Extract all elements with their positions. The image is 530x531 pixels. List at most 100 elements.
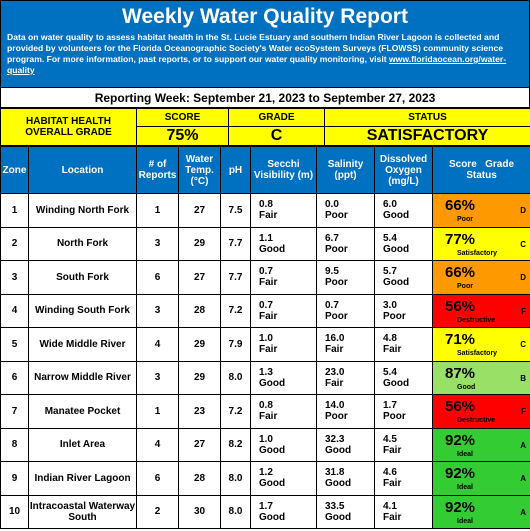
zone: 5 bbox=[0, 327, 29, 362]
location: Intracoastal Waterway South bbox=[28, 494, 137, 529]
oxygen-status: Fair bbox=[383, 344, 402, 356]
secchi-status: Good bbox=[259, 377, 286, 389]
oxygen-status: Poor bbox=[383, 411, 406, 423]
secchi: 1.1 Good bbox=[250, 226, 317, 261]
salinity-value: 0.0 bbox=[325, 199, 339, 211]
location: Winding North Fork bbox=[28, 193, 137, 228]
temp: 23 bbox=[178, 394, 221, 429]
summary: HABITAT HEALTH OVERALL GRADE SCORE GRADE… bbox=[0, 108, 530, 146]
column-header: Salinity (ppt) bbox=[316, 146, 375, 194]
score: 56% bbox=[445, 297, 476, 315]
description: Data on water quality to assess habitat … bbox=[7, 32, 523, 76]
location: Inlet Area bbox=[28, 427, 137, 462]
oxygen-status: Good bbox=[383, 377, 410, 389]
status: Poor bbox=[457, 216, 473, 223]
reports: 4 bbox=[136, 327, 179, 362]
location: South Fork bbox=[28, 260, 137, 295]
oxygen: 5.4 Good bbox=[374, 360, 433, 395]
grade: A bbox=[520, 440, 526, 450]
secchi: 0.8 Fair bbox=[250, 193, 317, 228]
link[interactable]: www.floridaocean.org/water-quality bbox=[7, 54, 507, 75]
temp: 28 bbox=[178, 293, 221, 328]
zone: 6 bbox=[0, 360, 29, 395]
salinity-value: 9.5 bbox=[325, 266, 339, 278]
grade: B bbox=[520, 373, 526, 383]
ph: 7.5 bbox=[220, 193, 251, 228]
salinity-status: Poor bbox=[325, 243, 348, 255]
grade-label: GRADE bbox=[228, 108, 325, 127]
oxygen-value: 1.7 bbox=[383, 400, 397, 412]
row: 2 North Fork 3 29 7.7 1.1 Good 6.7 Poor 5.4 Good 77… bbox=[0, 226, 530, 261]
salinity-status: Fair bbox=[325, 344, 344, 356]
score-header: Score bbox=[448, 159, 477, 170]
oxygen: 6.0 Good bbox=[374, 193, 433, 228]
zone: 7 bbox=[0, 394, 29, 429]
grade-header: Grade bbox=[485, 159, 515, 170]
location: Narrow Middle River bbox=[28, 360, 137, 395]
temp: 30 bbox=[178, 494, 221, 529]
oxygen: 3.0 Poor bbox=[374, 293, 433, 328]
salinity-value: 6.7 bbox=[325, 232, 339, 244]
status: Ideal bbox=[457, 484, 473, 491]
secchi-value: 0.8 bbox=[259, 199, 273, 211]
status-label: STATUS bbox=[324, 108, 530, 127]
status: Satisfactory bbox=[457, 350, 498, 357]
location: Indian River Lagoon bbox=[28, 461, 137, 496]
oxygen-status: Fair bbox=[383, 444, 402, 456]
status: Ideal bbox=[457, 517, 473, 525]
oxygen-status: Good bbox=[383, 277, 410, 289]
grade: C bbox=[228, 126, 325, 146]
ph: 7.7 bbox=[220, 226, 251, 261]
secchi-value: 0.8 bbox=[259, 400, 273, 412]
zone: 10 bbox=[0, 494, 29, 529]
reports: 3 bbox=[136, 360, 179, 395]
salinity-status: Good bbox=[325, 511, 352, 523]
secchi-status: Good bbox=[259, 511, 286, 523]
secchi-status: Fair bbox=[259, 411, 278, 423]
secchi-value: 1.2 bbox=[259, 467, 273, 479]
salinity: 23.0 Fair bbox=[316, 360, 375, 395]
column-header: Secchi Visibility (m) bbox=[250, 146, 317, 194]
data-table: Zone Location # of Reports Water Temp. (°C)… bbox=[0, 146, 530, 529]
secchi-value: 1.7 bbox=[259, 500, 273, 512]
oxygen: 4.6 Fair bbox=[374, 461, 433, 496]
salinity: 0.7 Poor bbox=[316, 293, 375, 328]
secchi: 1.3 Good bbox=[250, 360, 317, 395]
score-cell: 92% A Ideal bbox=[432, 494, 530, 529]
column-header: # of Reports bbox=[136, 146, 179, 194]
grade: F bbox=[521, 407, 526, 416]
summary-label: HABITAT HEALTH OVERALL GRADE bbox=[0, 108, 137, 146]
score-cell: 56% F Destructive bbox=[432, 394, 530, 429]
location: North Fork bbox=[28, 226, 137, 261]
score-cell: 92% A Ideal bbox=[432, 427, 530, 462]
temp: 29 bbox=[178, 360, 221, 395]
oxygen: 4.1 Fair bbox=[374, 494, 433, 529]
location: Wide Middle River bbox=[28, 327, 137, 362]
secchi-value: 1.3 bbox=[259, 366, 273, 378]
salinity: 9.5 Poor bbox=[316, 260, 375, 295]
secchi: 1.2 Good bbox=[250, 461, 317, 496]
salinity: 16.0 Fair bbox=[316, 327, 375, 362]
reports: 6 bbox=[136, 461, 179, 496]
oxygen-status: Fair bbox=[383, 478, 402, 490]
header-row: Zone Location # of Reports Water Temp. (°C)… bbox=[0, 146, 530, 194]
column-header: Zone bbox=[0, 146, 29, 194]
row: 4 Winding South Fork 3 28 7.2 0.7 Fair 0.7 Poor 3… bbox=[0, 293, 530, 328]
oxygen-status: Poor bbox=[383, 310, 406, 322]
salinity-value: 0.7 bbox=[325, 299, 339, 311]
row: 6 Narrow Middle River 3 29 8.0 1.3 Good 23.0 Fai… bbox=[0, 360, 530, 395]
column-header: Water Temp. (°C) bbox=[178, 146, 221, 194]
secchi: 1.0 Good bbox=[250, 427, 317, 462]
secchi-status: Good bbox=[259, 444, 286, 456]
row: 5 Wide Middle River 4 29 7.9 1.0 Fair 16.0 Fair 4… bbox=[0, 327, 530, 362]
ph: 7.2 bbox=[220, 394, 251, 429]
secchi-status: Fair bbox=[259, 344, 278, 356]
status: Satisfactory bbox=[457, 249, 498, 257]
temp: 29 bbox=[178, 226, 221, 261]
score-cell: 92% A Ideal bbox=[432, 461, 530, 496]
zone: 9 bbox=[0, 461, 29, 496]
secchi-value: 0.7 bbox=[259, 266, 273, 278]
row: 1 Winding North Fork 1 27 7.5 0.8 Fair 0.0 Poor 6… bbox=[0, 193, 530, 228]
status: Poor bbox=[457, 283, 473, 290]
